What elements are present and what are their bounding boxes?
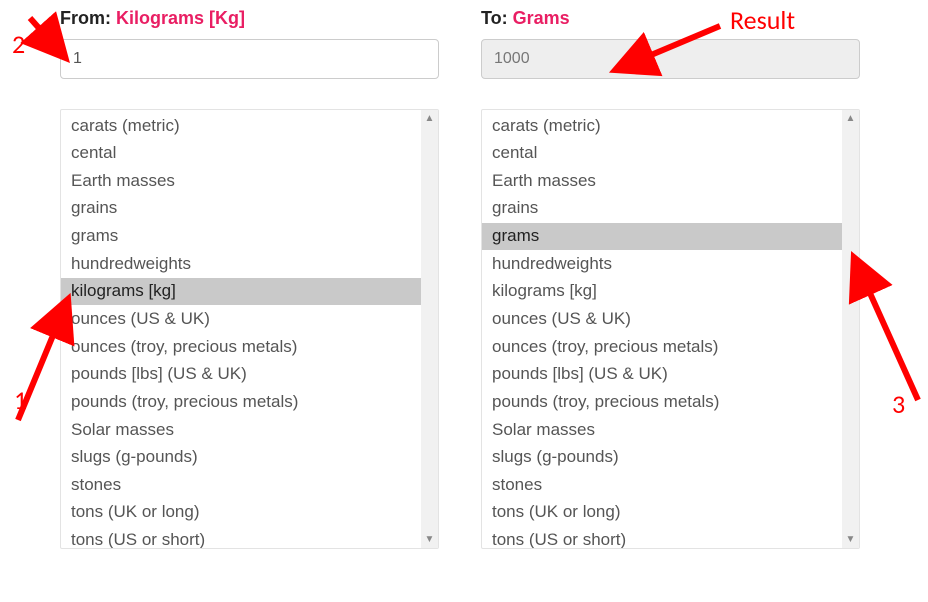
list-item[interactable]: Earth masses <box>482 167 842 195</box>
from-unit-listbox[interactable]: carats (metric)centalEarth massesgrainsg… <box>60 109 439 549</box>
annotation-number-3: 3 <box>892 388 905 420</box>
unit-converter: From: Kilograms [Kg] carats (metric)cent… <box>60 8 860 549</box>
list-item[interactable]: tons (US or short) <box>61 527 421 548</box>
list-item[interactable]: pounds [lbs] (US & UK) <box>61 361 421 389</box>
columns: From: Kilograms [Kg] carats (metric)cent… <box>60 8 860 549</box>
from-prefix: From: <box>60 8 116 28</box>
list-item[interactable]: slugs (g-pounds) <box>482 444 842 472</box>
list-item[interactable]: pounds (troy, precious metals) <box>61 388 421 416</box>
scroll-up-icon[interactable]: ▲ <box>842 110 859 127</box>
from-label: From: Kilograms [Kg] <box>60 8 439 29</box>
list-item[interactable]: ounces (troy, precious metals) <box>61 333 421 361</box>
to-value-output <box>481 39 860 79</box>
to-label: To: Grams <box>481 8 860 29</box>
list-item[interactable]: stones <box>482 471 842 499</box>
from-column: From: Kilograms [Kg] carats (metric)cent… <box>60 8 439 549</box>
annotation-number-1: 1 <box>14 384 27 416</box>
list-item[interactable]: tons (US or short) <box>482 527 842 548</box>
list-item[interactable]: ounces (US & UK) <box>482 305 842 333</box>
list-item[interactable]: slugs (g-pounds) <box>61 444 421 472</box>
list-item[interactable]: stones <box>61 471 421 499</box>
list-item[interactable]: ounces (US & UK) <box>61 305 421 333</box>
from-unit: Kilograms [Kg] <box>116 8 245 28</box>
list-item[interactable]: kilograms [kg] <box>482 278 842 306</box>
list-item[interactable]: grains <box>61 195 421 223</box>
to-column: To: Grams carats (metric)centalEarth mas… <box>481 8 860 549</box>
list-item[interactable]: cental <box>482 140 842 168</box>
list-item[interactable]: grains <box>482 195 842 223</box>
list-item[interactable]: grams <box>61 223 421 251</box>
list-item[interactable]: carats (metric) <box>61 112 421 140</box>
list-item[interactable]: cental <box>61 140 421 168</box>
scrollbar[interactable]: ▲ ▼ <box>842 110 859 548</box>
annotation-number-2: 2 <box>12 28 25 60</box>
list-item[interactable]: hundredweights <box>482 250 842 278</box>
scrollbar[interactable]: ▲ ▼ <box>421 110 438 548</box>
scroll-up-icon[interactable]: ▲ <box>421 110 438 127</box>
list-item[interactable]: ounces (troy, precious metals) <box>482 333 842 361</box>
to-unit-listbox[interactable]: carats (metric)centalEarth massesgrainsg… <box>481 109 860 549</box>
list-item[interactable]: hundredweights <box>61 250 421 278</box>
from-value-input[interactable] <box>60 39 439 79</box>
list-item[interactable]: tons (UK or long) <box>482 499 842 527</box>
list-item[interactable]: pounds (troy, precious metals) <box>482 388 842 416</box>
list-item[interactable]: grams <box>482 223 842 251</box>
list-item[interactable]: carats (metric) <box>482 112 842 140</box>
list-item[interactable]: kilograms [kg] <box>61 278 421 306</box>
list-item[interactable]: Solar masses <box>61 416 421 444</box>
list-item[interactable]: pounds [lbs] (US & UK) <box>482 361 842 389</box>
scroll-down-icon[interactable]: ▼ <box>421 531 438 548</box>
to-prefix: To: <box>481 8 513 28</box>
list-item[interactable]: Solar masses <box>482 416 842 444</box>
scroll-down-icon[interactable]: ▼ <box>842 531 859 548</box>
to-unit: Grams <box>513 8 570 28</box>
list-item[interactable]: Earth masses <box>61 167 421 195</box>
list-item[interactable]: tons (UK or long) <box>61 499 421 527</box>
